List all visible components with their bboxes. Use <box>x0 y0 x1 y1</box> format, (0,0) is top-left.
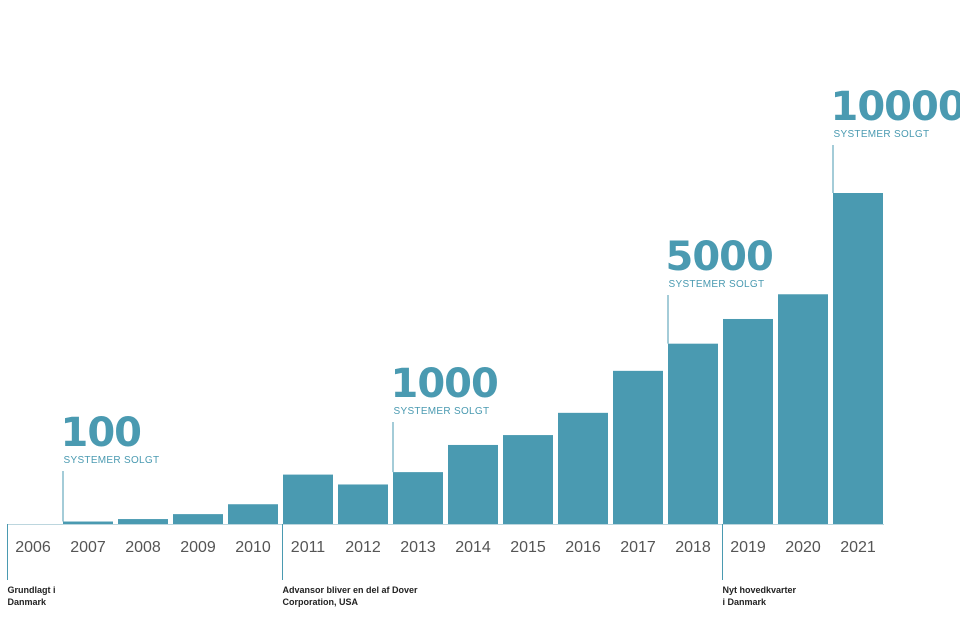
bar-2021 <box>833 193 883 524</box>
year-label-2015: 2015 <box>510 539 546 556</box>
event-text-2006-0: Grundlagt i <box>8 585 56 595</box>
milestone-value-2021: 10000 <box>831 84 960 130</box>
bars-group <box>63 193 883 524</box>
year-label-2013: 2013 <box>400 539 436 556</box>
year-label-2016: 2016 <box>565 539 601 556</box>
bar-2017 <box>613 370 663 524</box>
bar-2016 <box>558 412 608 524</box>
bar-2020 <box>778 294 828 524</box>
year-label-2021: 2021 <box>840 539 876 556</box>
event-text-2019-0: Nyt hovedkvarter <box>723 585 797 595</box>
milestone-label-2018: SYSTEMER SOLGT <box>669 279 765 290</box>
year-label-2019: 2019 <box>730 539 766 556</box>
year-label-2007: 2007 <box>70 539 106 556</box>
year-label-2020: 2020 <box>785 539 821 556</box>
year-label-2010: 2010 <box>235 539 271 556</box>
milestone-value-2018: 5000 <box>666 234 773 280</box>
year-label-2018: 2018 <box>675 539 711 556</box>
milestone-label-2021: SYSTEMER SOLGT <box>834 129 930 140</box>
bar-2009 <box>173 514 223 524</box>
bar-2010 <box>228 504 278 524</box>
year-label-2006: 2006 <box>15 539 51 556</box>
year-label-2017: 2017 <box>620 539 656 556</box>
milestone-value-2007: 100 <box>61 410 142 456</box>
year-label-2011: 2011 <box>291 539 326 556</box>
year-label-2009: 2009 <box>180 539 216 556</box>
bar-2015 <box>503 435 553 524</box>
bar-2018 <box>668 343 718 524</box>
year-label-2008: 2008 <box>125 539 161 556</box>
bar-2019 <box>723 318 773 524</box>
bar-2008 <box>118 519 168 524</box>
year-label-2012: 2012 <box>345 539 381 556</box>
milestone-label-2007: SYSTEMER SOLGT <box>64 455 160 466</box>
milestone-label-2013: SYSTEMER SOLGT <box>394 406 490 417</box>
bar-2014 <box>448 444 498 524</box>
event-text-2011-1: Corporation, USA <box>283 597 359 607</box>
year-labels-group: 2006 2007 2008 2009 2010 2011 2012 2013 2014 2015… <box>15 539 876 556</box>
event-text-2019-1: i Danmark <box>723 597 768 607</box>
bar-2012 <box>338 484 388 524</box>
bar-2013 <box>393 472 443 524</box>
year-label-2014: 2014 <box>455 539 491 556</box>
milestone-value-2013: 1000 <box>391 361 498 407</box>
bar-2007 <box>63 521 113 524</box>
bar-2011 <box>283 474 333 524</box>
events-group: Grundlagt i Danmark Advansor bliver en del… <box>7 524 797 607</box>
event-text-2006-1: Danmark <box>8 597 48 607</box>
event-text-2011-0: Advansor bliver en del af Dover <box>283 585 419 595</box>
